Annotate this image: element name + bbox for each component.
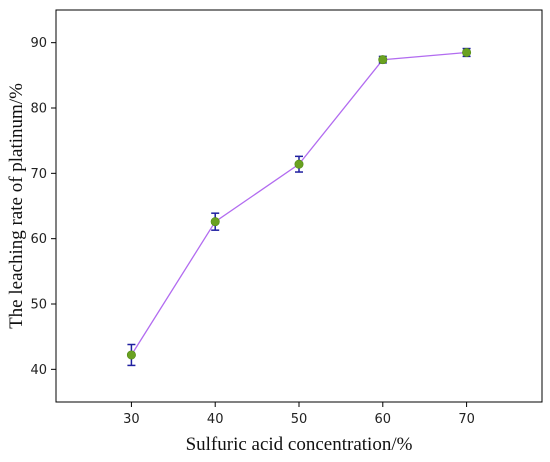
y-tick-label: 60 [30,232,47,247]
y-tick-label: 40 [30,363,47,378]
x-tick-label: 70 [458,412,475,427]
x-axis: 30 40 50 60 70 [123,402,475,427]
y-tick-label: 50 [30,298,47,313]
x-tick-label: 40 [207,412,224,427]
x-tick-label: 30 [123,412,140,427]
x-tick-label: 50 [291,412,308,427]
y-tick-label: 70 [30,167,47,182]
data-point [378,55,388,65]
y-tick-label: 90 [30,36,47,51]
y-axis: 40 50 60 70 80 90 [30,36,56,378]
data-point [126,350,136,360]
y-axis-title: The leaching rate of platinum/% [6,83,27,329]
data-point [462,47,472,57]
series-line [130,51,467,356]
plot-frame [55,9,543,403]
data-point [294,159,304,169]
data-point [210,217,220,227]
series-layer [126,47,472,367]
x-tick-label: 60 [375,412,392,427]
x-axis-title: Sulfuric acid concentration/% [186,434,413,455]
y-tick-label: 80 [30,102,47,117]
